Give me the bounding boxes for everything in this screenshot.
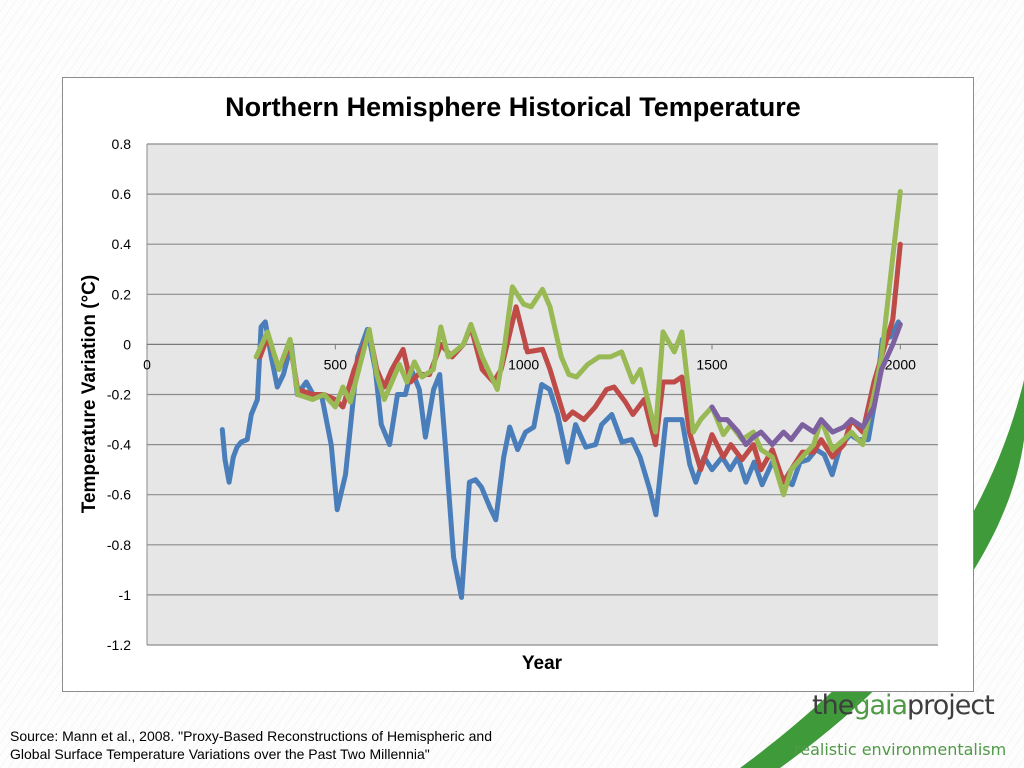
y-tick-label: -1.2: [107, 637, 131, 653]
logo-gaia: gaia: [853, 690, 908, 721]
logo-the: the: [812, 690, 854, 721]
gaia-project-logo: thegaiaproject realistic environmentalis…: [794, 690, 1006, 759]
x-tick-label: 0: [143, 356, 151, 372]
chart-title: Northern Hemisphere Historical Temperatu…: [225, 92, 801, 122]
y-tick-label: 0.8: [112, 136, 132, 152]
series-line-4: [709, 321, 903, 448]
x-tick-label: 1000: [508, 356, 539, 372]
y-tick-label: -0.2: [107, 387, 131, 403]
y-tick-label: 0.4: [112, 236, 132, 252]
y-tick-label: -0.8: [107, 537, 131, 553]
y-tick-label: -0.4: [107, 437, 131, 453]
source-citation: Source: Mann et al., 2008. "Proxy-Based …: [10, 727, 492, 763]
y-tick-label: -0.6: [107, 487, 131, 503]
y-tick-label: 0: [123, 336, 131, 352]
series-line-3: [253, 189, 903, 498]
y-tick-label: 0.2: [112, 286, 132, 302]
x-tick-label: 2000: [885, 356, 916, 372]
y-axis-label: Temperature Variation (°C): [79, 275, 100, 513]
y-tick-label: -1: [119, 587, 132, 603]
logo-project: project: [907, 690, 995, 721]
y-tick-label: 0.6: [112, 186, 132, 202]
source-line-1: Source: Mann et al., 2008. "Proxy-Based …: [10, 728, 492, 744]
x-axis-label: Year: [522, 653, 563, 674]
source-line-2: Global Surface Temperature Variations ov…: [10, 746, 430, 762]
x-tick-label: 1500: [696, 356, 727, 372]
logo-tagline: realistic environmentalism: [794, 740, 1007, 759]
x-tick-label: 500: [324, 356, 348, 372]
line-chart: Northern Hemisphere Historical Temperatu…: [79, 92, 938, 674]
chart-container: Northern Hemisphere Historical Temperatu…: [62, 77, 974, 692]
